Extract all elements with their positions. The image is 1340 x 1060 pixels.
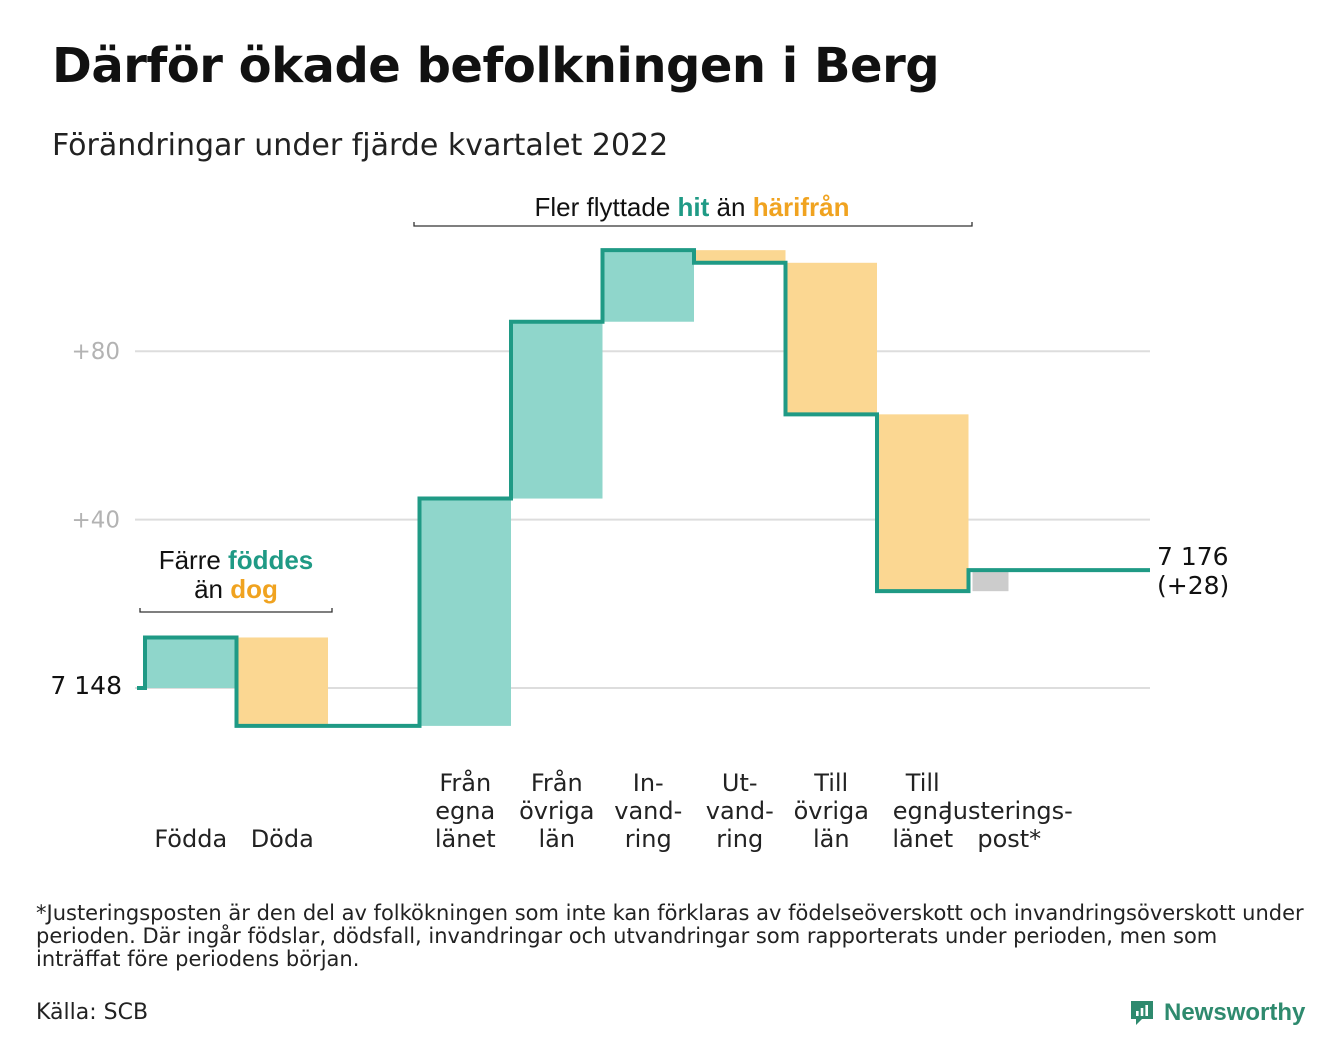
category-label: ring [716, 825, 763, 853]
annotation-plain-text: Fler flyttade [534, 192, 677, 222]
brand: Newsworthy [1128, 998, 1305, 1028]
annotation-harifran-text: härifrån [753, 192, 850, 222]
bar-1 [236, 637, 328, 726]
category-label: Till [905, 769, 940, 797]
category-label: Från [531, 768, 583, 797]
category-label: län [813, 825, 850, 853]
bar-6 [694, 250, 786, 263]
bar-5 [602, 250, 694, 322]
start-value-label: 7 148 [50, 671, 122, 700]
annotation-migration-bracket [413, 222, 973, 227]
category-label: Från [439, 768, 491, 797]
category-label: egna [893, 797, 953, 825]
bar-0 [145, 637, 237, 688]
brand-name: Newsworthy [1164, 999, 1306, 1026]
category-label: länet [435, 825, 496, 853]
cumulative-step-line [137, 248, 1150, 728]
ytick-label: +40 [71, 508, 120, 534]
category-label: Döda [251, 825, 314, 853]
bar-8 [877, 414, 969, 592]
category-label: vand- [706, 797, 774, 825]
bar-9 [972, 570, 1009, 592]
category-label: In- [633, 769, 664, 797]
footnote: *Justeringsposten är den del av folkökni… [36, 901, 1304, 971]
annotation-plain-text: än [194, 574, 230, 604]
category-label: Till [813, 769, 848, 797]
category-label: egna [435, 797, 495, 825]
annotation-migration-line: Fler flyttade hit än härifrån [534, 192, 849, 222]
annotation-plain-text: Färre [159, 545, 228, 575]
annotation-plain-text: än [709, 192, 752, 222]
category-label: län [538, 825, 575, 853]
bar-7 [785, 262, 877, 415]
ytick-label: +80 [71, 339, 120, 365]
annotation-harifran-text: dog [230, 574, 278, 604]
category-label: övriga [794, 797, 869, 825]
annotation-births-line: än dog [194, 574, 278, 604]
chart-subtitle: Förändringar under fjärde kvartalet 2022 [52, 128, 669, 163]
annotation-hit-text: hit [678, 192, 710, 222]
newsworthy-logo-icon [1131, 1001, 1153, 1025]
bar-4 [511, 321, 603, 499]
annotation-births-line: Färre föddes [159, 545, 314, 575]
annotation-hit-text: föddes [228, 545, 313, 575]
category-label: länet [892, 825, 953, 853]
end-change-label: (+28) [1157, 571, 1229, 600]
category-label: Justerings- [944, 797, 1073, 825]
category-label: post* [977, 825, 1041, 853]
category-label: ring [625, 825, 672, 853]
category-label: Ut- [722, 769, 758, 797]
category-label: Födda [154, 825, 227, 853]
annotation-births-bracket [139, 608, 333, 613]
category-label: vand- [614, 797, 682, 825]
chart-title: Därför ökade befolkningen i Berg [52, 38, 940, 94]
end-value-label: 7 176 [1157, 542, 1229, 571]
bar-3 [419, 498, 511, 726]
source-note: Källa: SCB [36, 1000, 149, 1025]
category-label: övriga [519, 797, 594, 825]
